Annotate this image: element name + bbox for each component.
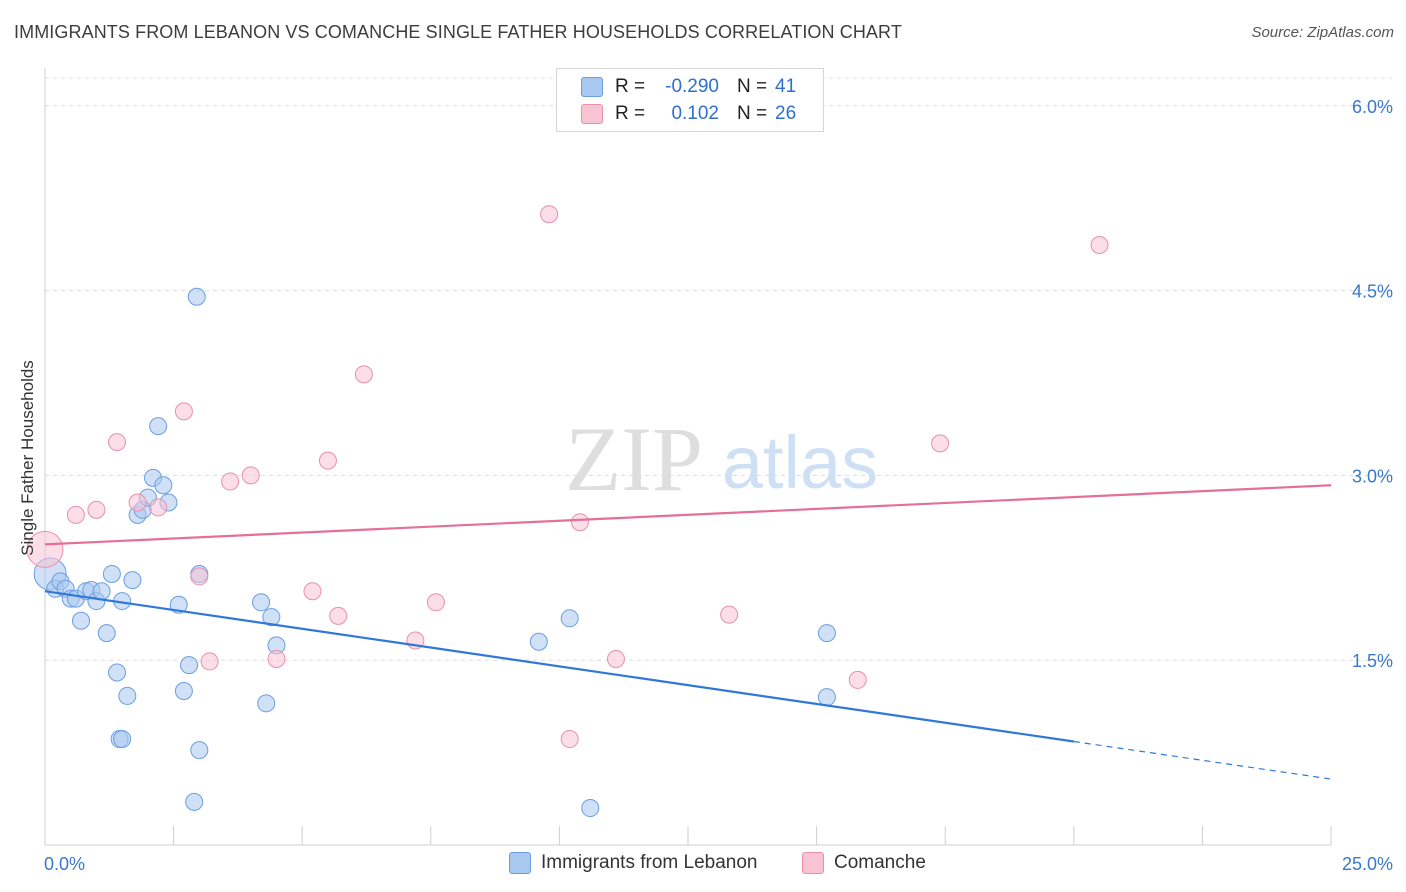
point-comanche xyxy=(570,513,589,532)
legend-n-label: N = xyxy=(737,76,768,97)
point-comanche xyxy=(329,606,348,625)
point-comanche xyxy=(128,493,147,512)
point-comanche xyxy=(931,434,950,453)
legend-n-label: N = xyxy=(737,103,768,124)
series-name-lebanon: Immigrants from Lebanon xyxy=(541,852,758,873)
y-axis-label: Single Father Households xyxy=(18,360,37,556)
legend-r-label: R = xyxy=(615,76,646,97)
point-comanche xyxy=(540,205,559,224)
point-comanche xyxy=(66,505,85,524)
tick-labels: 1.5% 3.0% 4.5% 6.0% 0.0% 25.0% xyxy=(44,97,1393,874)
watermark-zip: ZIP xyxy=(565,408,703,510)
chart-title: IMMIGRANTS FROM LEBANON VS COMANCHE SING… xyxy=(14,22,902,42)
point-lebanon xyxy=(581,799,600,818)
point-comanche xyxy=(87,500,106,519)
axes xyxy=(44,68,1332,846)
point-comanche xyxy=(108,433,127,452)
point-comanche xyxy=(190,567,209,586)
point-lebanon xyxy=(97,624,116,643)
point-comanche xyxy=(149,498,168,517)
series-name-comanche: Comanche xyxy=(834,852,926,873)
y-tick-label: 1.5% xyxy=(1352,651,1393,671)
correlation-legend: R = -0.290 N = 41 R = 0.102 N = 26 xyxy=(556,68,824,132)
point-comanche xyxy=(1090,236,1109,255)
chart-source: Source: ZipAtlas.com xyxy=(1251,24,1394,41)
point-lebanon xyxy=(123,571,142,590)
point-lebanon xyxy=(185,792,204,811)
series-legend-comanche[interactable]: Comanche xyxy=(802,852,926,874)
point-comanche xyxy=(174,402,193,421)
point-comanche xyxy=(426,593,445,612)
point-lebanon xyxy=(118,686,137,705)
series-legend-lebanon[interactable]: Immigrants from Lebanon xyxy=(509,852,758,874)
point-lebanon xyxy=(190,741,209,760)
point-lebanon xyxy=(72,611,91,630)
trend-line-comanche xyxy=(44,484,1332,546)
x-tick-label-max: 25.0% xyxy=(1342,854,1393,874)
y-tick-label: 4.5% xyxy=(1352,282,1393,302)
y-tick-label: 3.0% xyxy=(1352,466,1393,486)
point-lebanon xyxy=(92,582,111,601)
trend-line-lebanon xyxy=(44,590,1074,743)
point-lebanon xyxy=(108,663,127,682)
point-comanche xyxy=(221,472,240,491)
legend-r-value: 0.102 xyxy=(671,103,719,124)
point-lebanon xyxy=(817,688,836,707)
point-comanche xyxy=(720,605,739,624)
legend-row-lebanon: R = -0.290 N = 41 xyxy=(557,74,796,100)
point-comanche xyxy=(26,530,64,568)
point-lebanon xyxy=(169,595,188,614)
point-lebanon xyxy=(154,476,173,495)
point-lebanon xyxy=(180,656,199,675)
point-lebanon xyxy=(149,417,168,436)
series-legend: Immigrants from Lebanon Comanche xyxy=(0,852,1406,878)
trend-line-lebanon-extrapolated xyxy=(1073,740,1332,780)
legend-swatch-lebanon xyxy=(581,77,603,97)
point-lebanon xyxy=(113,730,132,749)
watermark-atlas: atlas xyxy=(722,421,878,504)
point-lebanon xyxy=(262,608,281,627)
legend-n-value: 26 xyxy=(775,103,797,124)
point-lebanon xyxy=(187,287,206,306)
point-comanche xyxy=(848,670,867,689)
point-comanche xyxy=(200,652,219,671)
point-comanche xyxy=(318,451,337,470)
point-comanche xyxy=(303,582,322,601)
trend-lines xyxy=(44,484,1332,780)
legend-swatch-comanche xyxy=(581,104,603,124)
legend-r-value: -0.290 xyxy=(665,76,719,97)
watermark: ZIP atlas xyxy=(565,408,878,510)
x-tick-label-min: 0.0% xyxy=(44,854,85,874)
point-lebanon xyxy=(560,609,579,628)
y-tick-label: 6.0% xyxy=(1352,97,1393,117)
point-lebanon xyxy=(817,624,836,643)
legend-n-value: 41 xyxy=(775,76,797,97)
point-lebanon xyxy=(529,632,548,651)
point-comanche xyxy=(606,649,625,668)
point-lebanon xyxy=(102,564,121,583)
point-comanche xyxy=(560,730,579,749)
point-comanche xyxy=(354,365,373,384)
point-lebanon xyxy=(174,682,193,700)
legend-r-label: R = xyxy=(615,103,646,124)
data-points xyxy=(26,205,1109,818)
point-comanche xyxy=(267,649,286,668)
point-lebanon xyxy=(257,694,276,713)
gridlines xyxy=(45,77,1392,661)
point-comanche xyxy=(241,466,260,485)
series-swatch-lebanon xyxy=(509,852,531,874)
series-swatch-comanche xyxy=(802,852,824,874)
point-lebanon xyxy=(252,593,271,612)
legend-row-comanche: R = 0.102 N = 26 xyxy=(557,101,796,127)
